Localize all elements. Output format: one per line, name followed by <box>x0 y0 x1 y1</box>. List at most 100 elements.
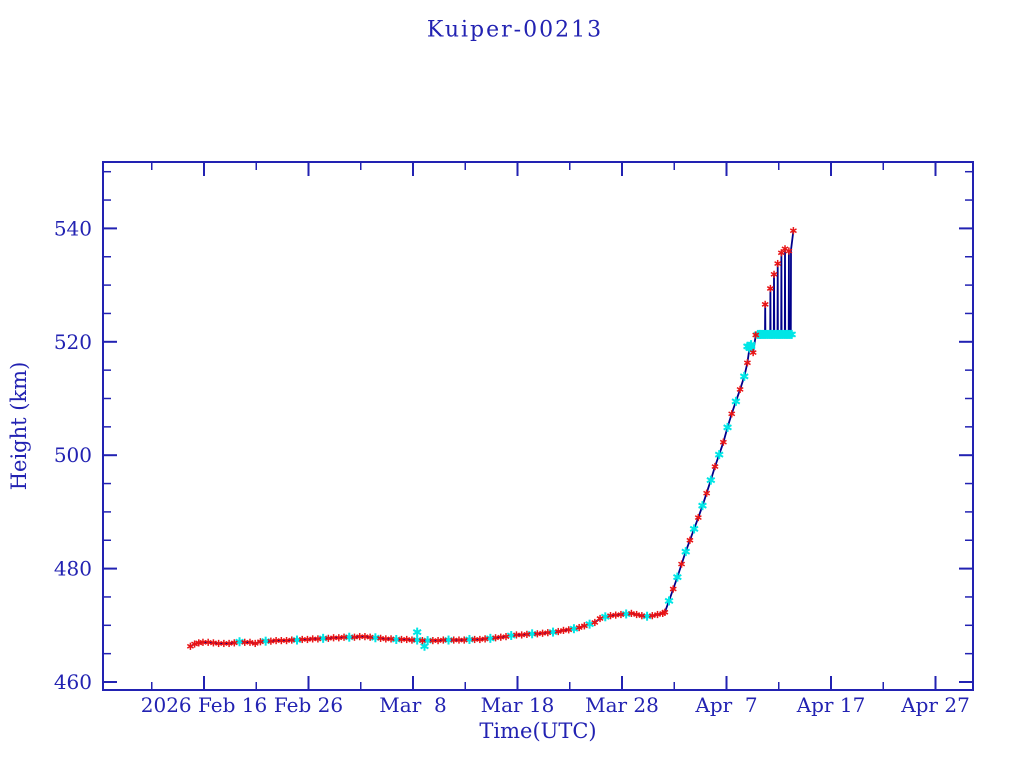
red-track-marker <box>377 635 385 641</box>
red-track-marker <box>703 490 711 496</box>
red-track-marker <box>749 350 757 356</box>
cyan-track-marker <box>698 502 707 509</box>
x-tick-label: Apr 27 <box>900 693 970 717</box>
red-track-marker <box>518 632 526 638</box>
red-track-marker <box>533 631 541 637</box>
red-track-marker <box>728 411 736 417</box>
red-track-marker <box>575 625 583 631</box>
cyan-track-marker <box>664 597 674 605</box>
red-track-marker <box>481 636 489 642</box>
red-track-marker <box>204 639 212 645</box>
cyan-track-marker <box>739 373 749 380</box>
red-track-marker <box>191 641 199 647</box>
cyan-track-marker <box>714 451 724 458</box>
red-track-marker <box>225 640 233 646</box>
red-track-marker <box>736 386 744 392</box>
cyan-track-marker <box>731 398 741 405</box>
red-track-marker <box>766 286 774 291</box>
y-tick-label: 540 <box>54 216 92 240</box>
x-tick-label: 2026 Feb 16 <box>141 693 267 717</box>
red-track-marker <box>633 612 641 617</box>
red-track-marker <box>256 639 264 645</box>
red-track-marker <box>607 613 614 619</box>
red-track-marker <box>638 613 646 619</box>
red-track-marker <box>340 634 348 640</box>
red-track-marker <box>492 635 500 641</box>
red-track-marker <box>661 609 669 615</box>
red-track-marker <box>418 638 426 644</box>
red-track-marker <box>283 638 291 644</box>
red-track-marker <box>408 637 416 643</box>
red-track-marker <box>617 612 625 617</box>
red-track-marker <box>591 620 599 625</box>
cyan-track-marker <box>745 344 754 352</box>
y-tick-label: 500 <box>54 443 92 467</box>
red-track-marker <box>502 634 510 640</box>
x-tick-label: Mar 18 <box>481 693 555 717</box>
cyan-track-marker <box>585 621 595 628</box>
chart-title: Kuiper-00213 <box>426 17 604 43</box>
red-track-marker <box>627 610 635 616</box>
red-track-marker <box>539 630 547 636</box>
red-track-marker <box>761 301 769 307</box>
red-track-marker <box>686 537 694 543</box>
cyan-track-marker <box>746 341 756 348</box>
y-tick-label: 520 <box>54 330 92 354</box>
x-tick-label: Feb 26 <box>274 693 343 717</box>
red-track-marker <box>719 439 727 445</box>
red-track-marker <box>774 261 782 267</box>
plot-frame <box>102 161 974 691</box>
red-track-marker <box>434 638 442 644</box>
x-tick-label: Mar 8 <box>379 693 446 717</box>
red-track-marker <box>497 634 505 640</box>
y-tick-label: 480 <box>54 557 92 581</box>
red-track-marker <box>596 616 604 621</box>
cyan-track-marker <box>672 573 682 581</box>
red-track-marker <box>743 360 751 366</box>
red-track-marker <box>314 636 322 642</box>
red-track-marker <box>288 637 296 643</box>
red-track-marker <box>476 637 484 642</box>
red-track-marker <box>267 638 275 644</box>
cyan-outlier-marker <box>412 628 422 636</box>
cyan-track-marker <box>723 424 732 431</box>
red-track-marker <box>439 637 447 643</box>
x-axis-title: Time(UTC) <box>479 719 597 743</box>
red-track-marker <box>669 586 677 592</box>
red-track-marker <box>350 634 358 640</box>
y-tick-label: 460 <box>54 670 92 694</box>
red-track-marker <box>678 561 686 567</box>
red-track-marker <box>694 515 702 521</box>
red-track-marker <box>565 627 573 633</box>
red-track-marker <box>559 627 567 633</box>
red-track-marker <box>654 612 662 617</box>
red-track-marker <box>777 250 785 256</box>
red-track-marker <box>785 248 793 254</box>
red-track-marker <box>209 640 217 646</box>
red-track-marker <box>335 635 343 641</box>
cyan-track-marker <box>689 525 699 533</box>
cyan-track-marker <box>600 613 610 620</box>
red-track-marker <box>580 623 588 629</box>
red-track-marker <box>324 635 332 641</box>
red-track-marker <box>361 634 369 640</box>
cyan-track-marker <box>706 477 716 484</box>
cyan-track-marker <box>569 625 579 632</box>
red-track-marker <box>789 228 797 234</box>
red-track-marker <box>246 639 254 645</box>
x-tick-label: Apr 17 <box>796 693 866 717</box>
red-track-marker <box>230 640 238 646</box>
red-track-marker <box>554 629 562 634</box>
height-track-line <box>189 230 795 648</box>
red-track-marker <box>612 612 620 618</box>
red-track-marker <box>770 271 778 277</box>
red-track-marker <box>387 636 395 642</box>
red-track-marker <box>251 640 259 646</box>
x-tick-label: Apr 7 <box>694 693 757 717</box>
cyan-track-marker <box>681 548 691 555</box>
red-track-marker <box>366 634 374 640</box>
red-track-marker <box>523 631 531 637</box>
red-track-marker <box>648 613 656 619</box>
red-track-marker <box>711 464 719 469</box>
